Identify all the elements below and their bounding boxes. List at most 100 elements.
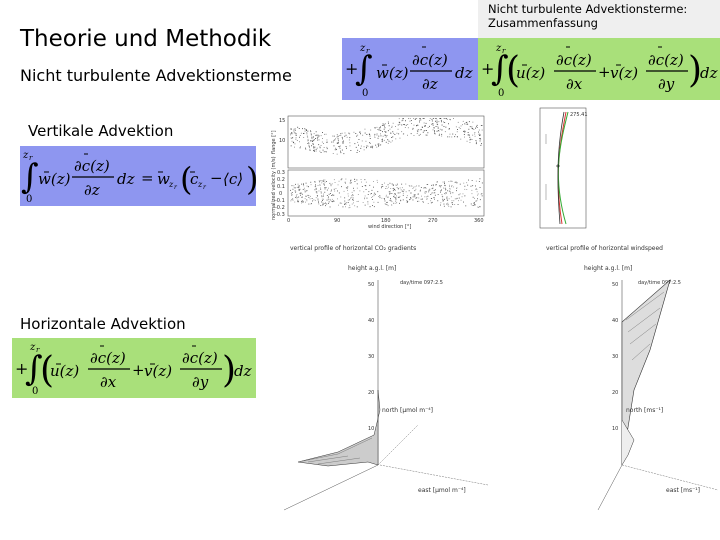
svg-text:0.1: 0.1	[277, 184, 285, 190]
svg-text:0: 0	[32, 386, 38, 397]
svg-text:day/time 097:2.5: day/time 097:2.5	[400, 280, 443, 286]
svg-text:north [μmol m⁻⁴]: north [μmol m⁻⁴]	[382, 407, 433, 414]
svg-text:+: +	[598, 63, 611, 81]
figure-co2-gradient-profile: vertical profile of horizontal CO₂ gradi…	[268, 240, 490, 516]
figure-wind-direction-scatter: flange [°] normalized velocity (m/s) 15 …	[268, 110, 490, 230]
svg-text:z: z	[22, 150, 29, 161]
svg-text:40: 40	[612, 318, 618, 324]
svg-text:∂c(z): ∂c(z)	[648, 51, 684, 69]
svg-text:∂y: ∂y	[192, 373, 209, 391]
svg-text:height a.g.l. [m]: height a.g.l. [m]	[584, 265, 632, 272]
svg-text:90: 90	[334, 218, 340, 224]
svg-text:u(z): u(z)	[516, 64, 545, 82]
svg-text:z: z	[29, 342, 36, 353]
svg-text:⟨c⟩: ⟨c⟩	[223, 170, 243, 188]
svg-text:∂c(z): ∂c(z)	[412, 51, 448, 69]
svg-text:(: (	[40, 350, 54, 391]
svg-text:∂z: ∂z	[422, 75, 438, 93]
svg-text:+: +	[132, 361, 145, 379]
svg-text:r: r	[502, 47, 506, 55]
slide-subtitle: Nicht turbulente Advektionsterme	[20, 66, 292, 85]
svg-text:day/time 097:2.5: day/time 097:2.5	[638, 280, 681, 286]
svg-text:r: r	[36, 346, 40, 354]
vertical-advection-label: Vertikale Advektion	[28, 122, 174, 140]
equation-vertical-advection-top: z r + ∫ 0 w(z) ∂c(z) ∂z dz	[342, 38, 478, 100]
svg-text:0: 0	[287, 218, 290, 224]
svg-text:-0.1: -0.1	[275, 198, 285, 204]
svg-text:+: +	[481, 59, 494, 78]
svg-text:wind direction [°]: wind direction [°]	[368, 224, 411, 230]
svg-text:0.2: 0.2	[277, 177, 285, 183]
svg-text:∂c(z): ∂c(z)	[90, 349, 126, 367]
svg-text:∫: ∫	[21, 157, 39, 197]
svg-text:50: 50	[612, 282, 618, 288]
svg-text:r: r	[174, 184, 178, 191]
svg-text:): )	[222, 350, 236, 391]
svg-text:∂x: ∂x	[566, 75, 583, 93]
svg-text:275.41: 275.41	[570, 112, 588, 118]
equation-vertical-advection: z r ∫ 0 w(z) ∂c(z) ∂z dz = w z r ( c z r…	[20, 146, 256, 206]
svg-text:∂c(z): ∂c(z)	[74, 157, 110, 175]
svg-text:z: z	[168, 180, 174, 189]
svg-text:∂c(z): ∂c(z)	[556, 51, 592, 69]
svg-text:vertical profile of horizontal: vertical profile of horizontal CO₂ gradi…	[290, 245, 416, 252]
svg-text:r: r	[203, 184, 207, 191]
svg-text:dz: dz	[117, 170, 135, 188]
svg-text:flange [°]: flange [°]	[271, 130, 277, 154]
svg-text:−: −	[210, 169, 223, 187]
svg-text:z: z	[197, 180, 203, 189]
svg-text:0: 0	[498, 88, 504, 99]
svg-text:dz: dz	[234, 362, 252, 380]
svg-text:height a.g.l. [m]: height a.g.l. [m]	[348, 265, 396, 272]
svg-text:0: 0	[26, 194, 32, 205]
svg-text:15: 15	[279, 118, 285, 124]
figure-windspeed-profile: vertical profile of horizontal windspeed…	[538, 240, 720, 516]
svg-text:): )	[688, 50, 702, 91]
svg-text:∫: ∫	[355, 49, 373, 89]
svg-text:10: 10	[368, 426, 374, 432]
summary-header-box	[478, 0, 720, 38]
figure-small-vertical-profile: 275.41	[530, 104, 590, 234]
svg-text:east [μmol m⁻⁴]: east [μmol m⁻⁴]	[418, 487, 466, 494]
summary-title: Nicht turbulente Advektionsterme: Zusamm…	[488, 2, 688, 30]
svg-text:10: 10	[612, 426, 618, 432]
svg-text:+: +	[345, 59, 358, 78]
svg-text:w(z): w(z)	[38, 170, 71, 188]
svg-text:vertical profile of horizontal: vertical profile of horizontal windspeed	[546, 245, 663, 252]
svg-text:10: 10	[279, 138, 285, 144]
slide-title: Theorie und Methodik	[20, 26, 272, 52]
svg-text:r: r	[29, 154, 33, 162]
svg-text:c: c	[190, 170, 199, 188]
svg-text:): )	[246, 160, 256, 198]
horizontal-advection-label: Horizontale Advektion	[20, 315, 186, 333]
svg-text:∂x: ∂x	[100, 373, 117, 391]
svg-text:dz: dz	[455, 64, 473, 82]
svg-text:∂y: ∂y	[658, 75, 675, 93]
svg-text:180: 180	[381, 218, 391, 224]
equation-horizontal-advection-summary: z r + ∫ 0 ( u(z) ∂c(z) ∂x + v(z) ∂c(z) ∂…	[478, 38, 720, 100]
svg-text:dz: dz	[700, 64, 718, 82]
svg-text:w(z): w(z)	[376, 64, 409, 82]
svg-text:v(z): v(z)	[144, 362, 172, 380]
svg-text:50: 50	[368, 282, 374, 288]
svg-text:30: 30	[612, 354, 618, 360]
svg-text:∂c(z): ∂c(z)	[182, 349, 218, 367]
svg-text:north [ms⁻¹]: north [ms⁻¹]	[626, 407, 663, 414]
svg-text:-0.2: -0.2	[275, 205, 285, 211]
svg-text:0: 0	[362, 88, 368, 99]
svg-text:(: (	[506, 50, 520, 91]
svg-text:-0.3: -0.3	[275, 212, 285, 218]
svg-text:normalized velocity (m/s): normalized velocity (m/s)	[271, 156, 277, 220]
equation-horizontal-advection: z r + ∫ 0 ( u(z) ∂c(z) ∂x + v(z) ∂c(z) ∂…	[12, 338, 256, 398]
svg-text:r: r	[366, 47, 370, 55]
svg-text:40: 40	[368, 318, 374, 324]
svg-text:20: 20	[612, 390, 618, 396]
svg-text:360: 360	[474, 218, 484, 224]
svg-text:∂z: ∂z	[84, 181, 100, 199]
svg-text:0: 0	[279, 191, 282, 197]
svg-text:∫: ∫	[491, 49, 509, 89]
svg-text:0.3: 0.3	[277, 170, 285, 176]
svg-text:east [ms⁻¹]: east [ms⁻¹]	[666, 487, 700, 494]
svg-text:u(z): u(z)	[50, 362, 79, 380]
svg-text:w: w	[157, 170, 170, 188]
